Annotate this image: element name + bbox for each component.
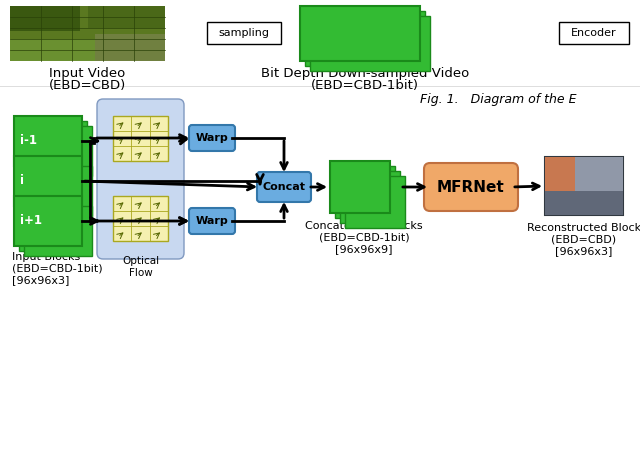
Bar (545, 157, 623, 215)
FancyBboxPatch shape (97, 99, 184, 259)
Text: Input Video: Input Video (49, 67, 125, 80)
Text: Input Blocks
(EBD=CBD-1bit)
[96x96x3]: Input Blocks (EBD=CBD-1bit) [96x96x3] (12, 252, 102, 285)
FancyBboxPatch shape (207, 22, 281, 44)
Text: (EBD=CBD): (EBD=CBD) (49, 79, 126, 92)
Text: Concatenated Blocks
(EBD=CBD-1bit)
[96x96x9]: Concatenated Blocks (EBD=CBD-1bit) [96x9… (305, 221, 423, 254)
Bar (113, 196, 168, 241)
FancyBboxPatch shape (305, 11, 425, 66)
Text: Reconstructed Block
(EBD=CBD)
[96x96x3]: Reconstructed Block (EBD=CBD) [96x96x3] (527, 223, 640, 256)
FancyBboxPatch shape (24, 126, 92, 176)
Text: MFRNet: MFRNet (437, 179, 505, 194)
Bar (10, 6, 165, 61)
FancyBboxPatch shape (300, 6, 420, 61)
Text: Warp: Warp (196, 216, 228, 226)
Bar (575, 157, 623, 191)
Bar (95, 33, 165, 61)
FancyBboxPatch shape (14, 156, 82, 206)
Bar (545, 157, 575, 191)
FancyBboxPatch shape (310, 16, 430, 71)
FancyBboxPatch shape (19, 121, 87, 171)
Bar (10, 6, 165, 61)
FancyBboxPatch shape (24, 206, 92, 256)
FancyBboxPatch shape (340, 171, 400, 223)
FancyBboxPatch shape (189, 125, 235, 151)
FancyBboxPatch shape (189, 208, 235, 234)
Text: Warp: Warp (196, 133, 228, 143)
Bar (10, 6, 80, 31)
Bar (88, 6, 165, 28)
FancyBboxPatch shape (330, 161, 390, 213)
Text: Concat: Concat (262, 182, 305, 192)
FancyBboxPatch shape (345, 176, 405, 228)
Text: Fig. 1.   Diagram of the E: Fig. 1. Diagram of the E (420, 93, 577, 106)
FancyBboxPatch shape (424, 163, 518, 211)
Text: i+1: i+1 (20, 215, 42, 227)
FancyBboxPatch shape (257, 172, 311, 202)
Text: Bit Depth Down-sampled Video: Bit Depth Down-sampled Video (261, 67, 469, 80)
FancyBboxPatch shape (14, 196, 82, 246)
Bar (113, 116, 168, 161)
FancyBboxPatch shape (559, 22, 629, 44)
FancyBboxPatch shape (19, 201, 87, 251)
Bar (10, 39, 103, 61)
FancyBboxPatch shape (24, 166, 92, 216)
Text: Optical
Flow: Optical Flow (122, 256, 159, 278)
Text: sampling: sampling (218, 28, 269, 38)
FancyBboxPatch shape (14, 116, 82, 166)
FancyBboxPatch shape (335, 166, 395, 218)
FancyBboxPatch shape (19, 161, 87, 211)
Text: Encoder: Encoder (571, 28, 617, 38)
Bar (545, 191, 623, 215)
Bar (545, 157, 623, 215)
Text: (EBD=CBD-1bit): (EBD=CBD-1bit) (311, 79, 419, 92)
Text: i: i (20, 175, 24, 188)
Text: i-1: i-1 (20, 134, 37, 147)
